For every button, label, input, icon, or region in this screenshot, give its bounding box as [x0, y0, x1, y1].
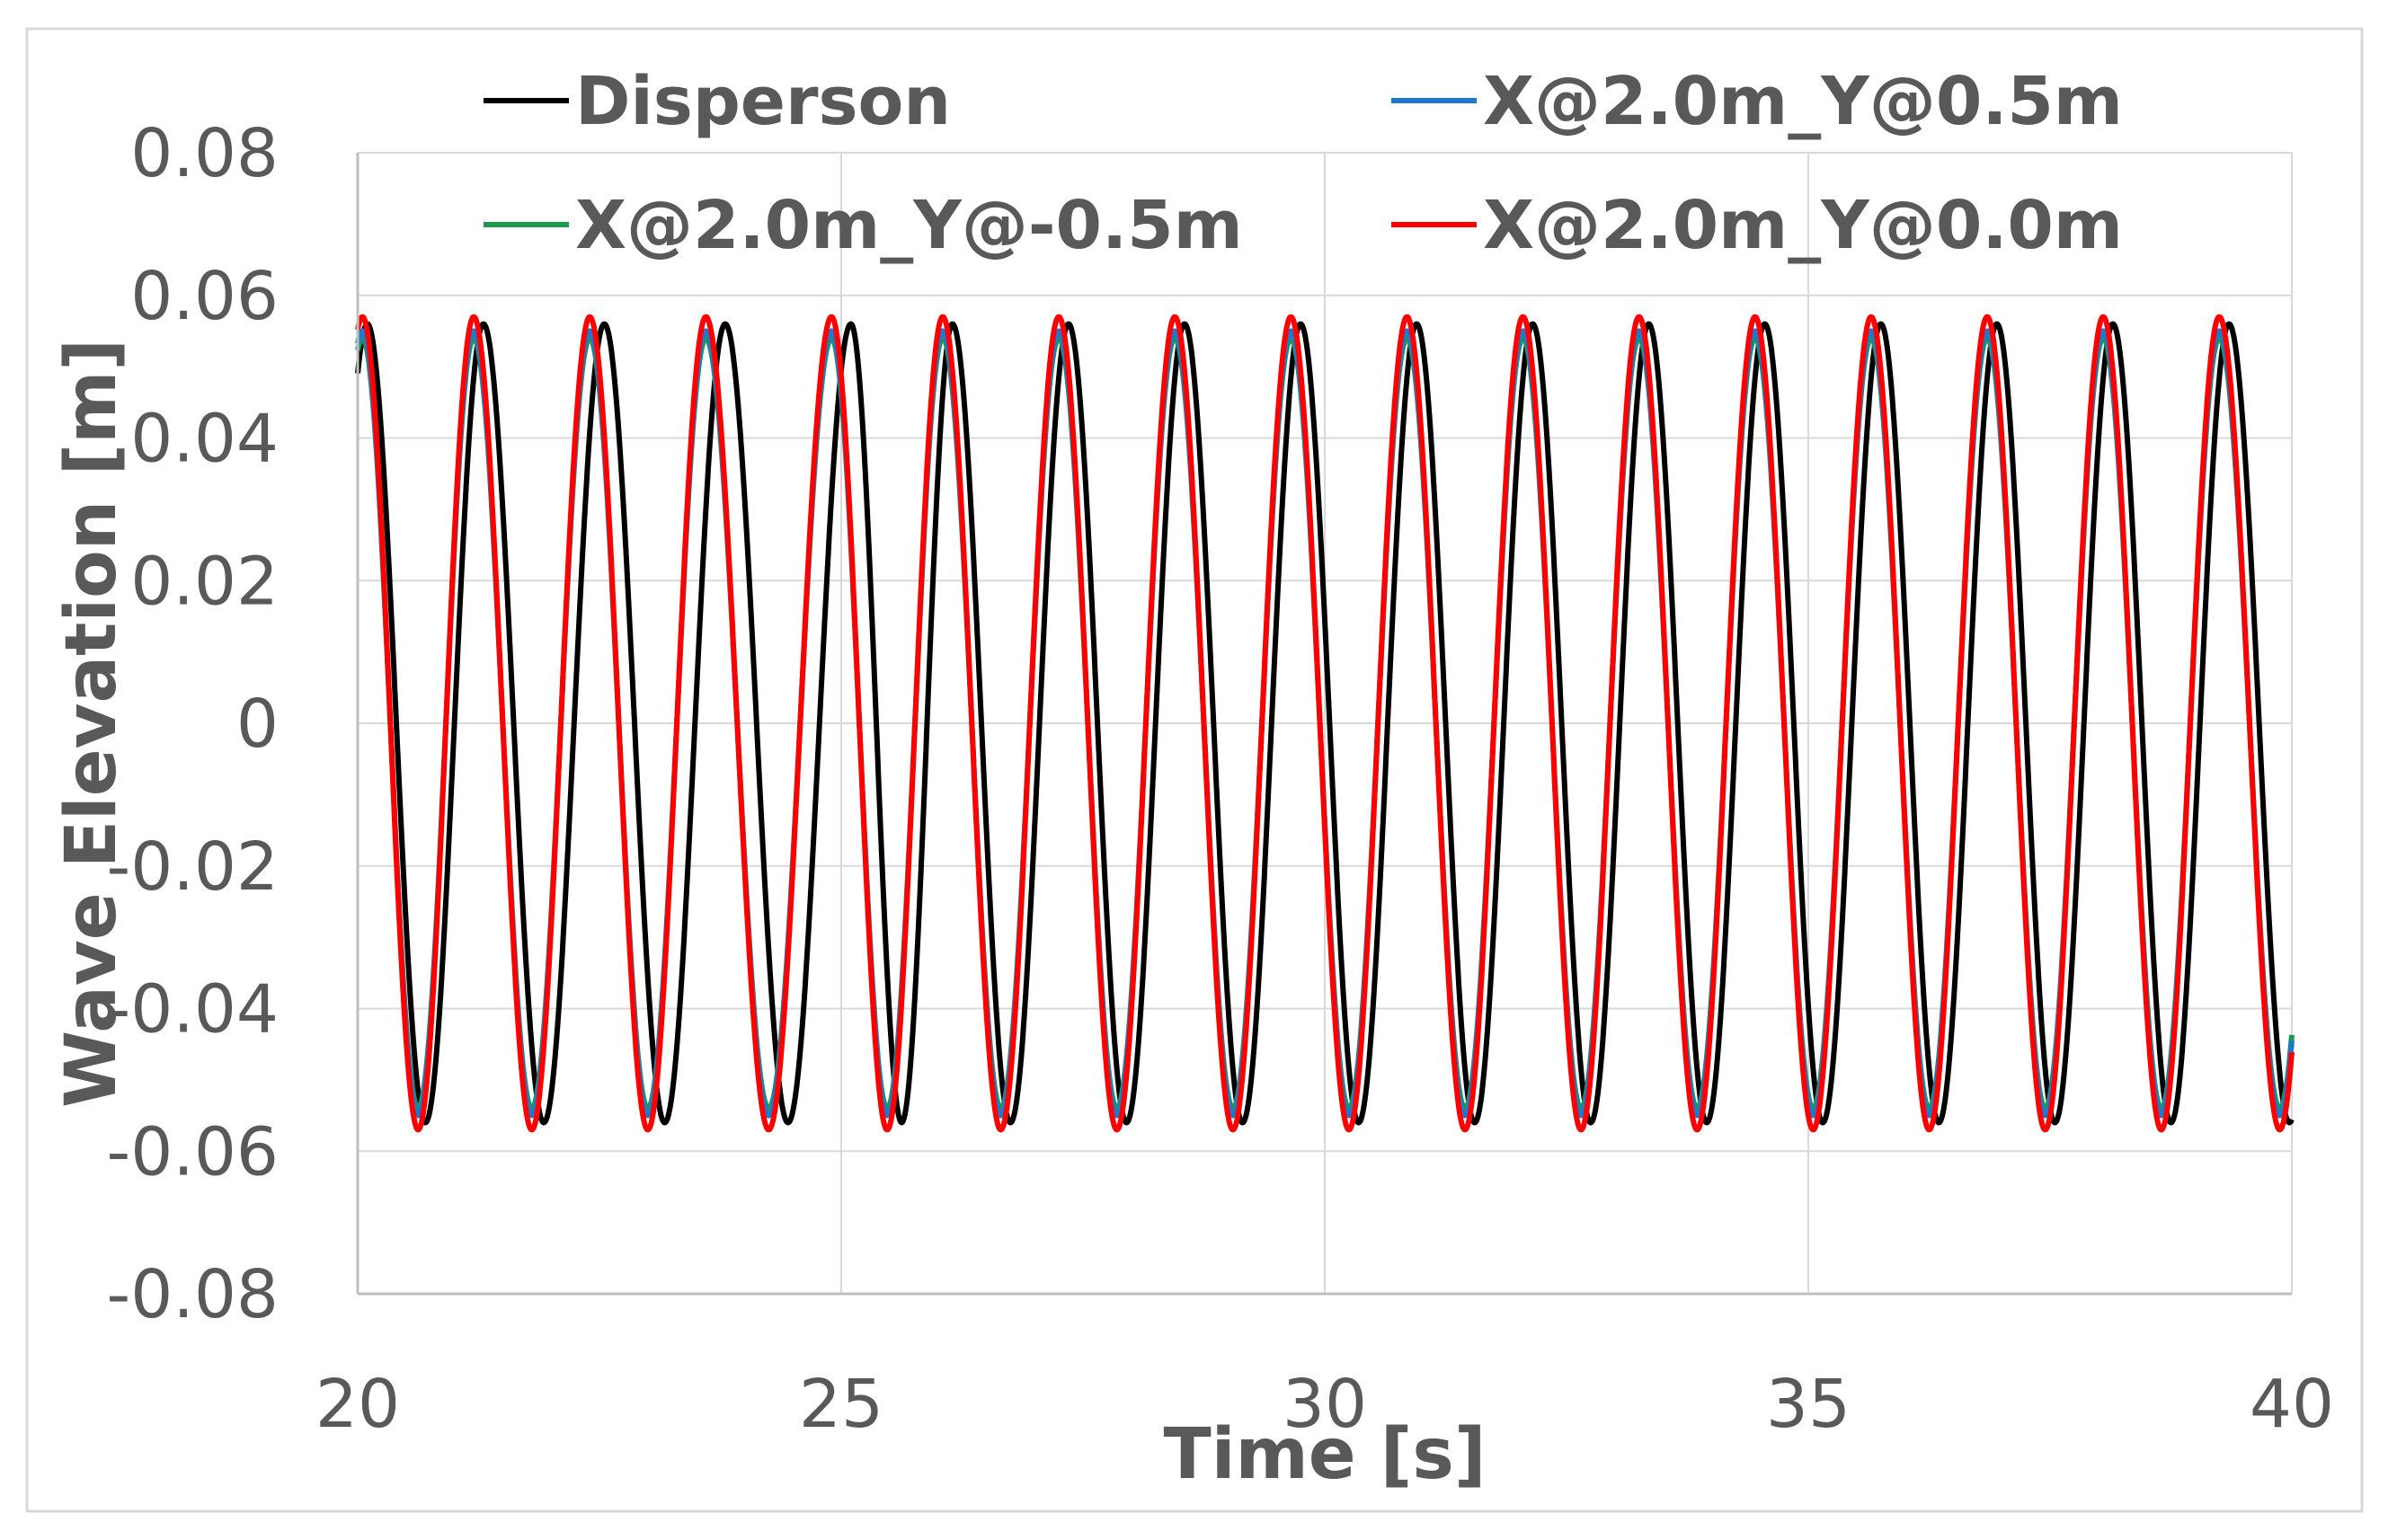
y-axis-title: Wave Elevation [m] [51, 339, 132, 1108]
x-tick-label: 30 [1283, 1366, 1367, 1443]
chart-border [25, 27, 2364, 1513]
y-tick-label: 0 [236, 686, 279, 763]
legend: Disperson X@2.0m_Y@0.5m X@2.0m_Y@-0.5m X… [484, 63, 2123, 264]
y-tick-label: 0.06 [130, 258, 279, 335]
x-tick-label: 35 [1766, 1366, 1851, 1443]
y-tick-label: -0.08 [107, 1256, 279, 1333]
series-line-3 [355, 314, 2295, 1133]
y-tick-label: -0.06 [107, 1113, 279, 1190]
y-tick-label: -0.02 [107, 828, 279, 906]
legend-label-disperson: Disperson [575, 63, 951, 140]
y-tick-label: 0.02 [130, 543, 279, 620]
tick-labels: 0.08 0.06 0.04 0.02 0 -0.02 -0.04 -0.06 -0.08 20 2… [107, 115, 2335, 1443]
series-line-0 [355, 321, 2295, 1126]
legend-label-y-minus-0-5: X@2.0m_Y@-0.5m [575, 187, 1243, 264]
x-tick-label: 20 [315, 1366, 400, 1443]
x-tick-label: 25 [799, 1366, 883, 1443]
y-tick-label: 0.08 [130, 115, 279, 192]
legend-label-y-0-0: X@2.0m_Y@0.0m [1483, 187, 2123, 264]
y-tick-label: -0.04 [107, 971, 279, 1049]
x-axis-title: Time [s] [1164, 1414, 1487, 1495]
legend-label-y-0-5: X@2.0m_Y@0.5m [1483, 63, 2123, 140]
x-tick-label: 40 [2250, 1366, 2334, 1443]
axes [356, 153, 2292, 1296]
y-tick-label: 0.04 [130, 401, 279, 478]
series-lines [355, 314, 2295, 1133]
